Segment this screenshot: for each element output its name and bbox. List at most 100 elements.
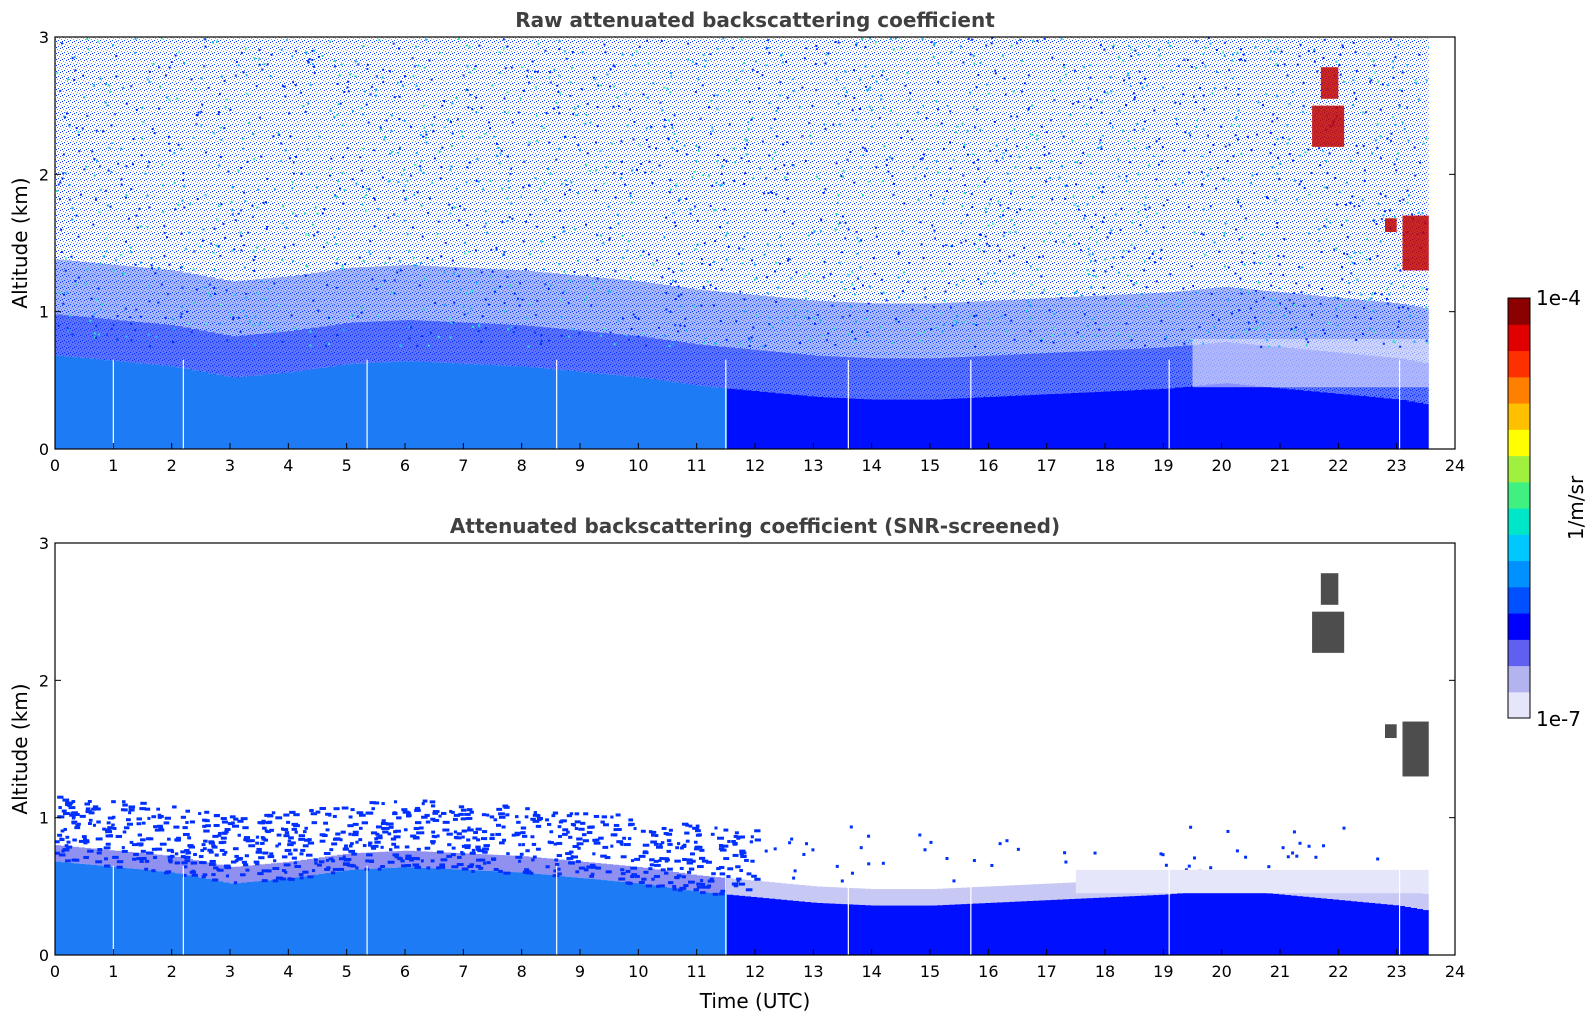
screened-aerosol-patch [85, 810, 92, 814]
screened-aerosol-patch [727, 839, 731, 843]
screened-edge-fringe [289, 861, 295, 878]
screened-aerosol-patch [182, 873, 187, 877]
raw-aerosol-transition [831, 301, 839, 398]
raw-noise-speckle [1239, 288, 1242, 291]
raw-noise-speckle [585, 114, 588, 117]
screened-aerosol-patch [754, 829, 761, 833]
raw-noise-speckle [746, 143, 749, 146]
raw-noise-speckle [1122, 59, 1125, 62]
screened-aerosol-patch [581, 833, 587, 837]
raw-noise-speckle [1367, 298, 1370, 301]
raw-aerosol-transition [1087, 296, 1095, 393]
screened-edge-fringe [433, 851, 439, 869]
raw-noise-speckle [1418, 98, 1421, 101]
raw-noise-speckle [1114, 213, 1117, 216]
raw-noise-speckle [1358, 252, 1361, 255]
raw-noise-speckle [1407, 307, 1410, 310]
raw-noise-speckle [577, 192, 580, 195]
raw-noise-speckle [1200, 183, 1203, 186]
raw-noise-speckle [428, 59, 431, 62]
raw-noise-speckle [995, 159, 998, 162]
raw-noise-speckle [1282, 273, 1285, 276]
screened-aerosol-patch [697, 865, 704, 869]
raw-noise-speckle [193, 301, 196, 304]
raw-noise-speckle [1091, 274, 1094, 277]
raw-noise-speckle [218, 204, 221, 207]
raw-aerosol-transition [943, 302, 951, 399]
screened-aerosol-patch [261, 869, 268, 873]
raw-noise-speckle [1349, 256, 1352, 259]
raw-aerosol-transition [1143, 293, 1151, 390]
raw-noise-speckle [1002, 214, 1005, 217]
screened-aerosol-patch [665, 832, 673, 836]
screened-boundary-layer [565, 876, 572, 955]
raw-noise-speckle [393, 96, 396, 99]
raw-aerosol-transition [935, 358, 943, 400]
raw-noise-speckle [1268, 255, 1271, 258]
screened-edge-fringe [817, 886, 823, 903]
raw-noise-speckle [367, 121, 370, 124]
screened-aerosol-patch [275, 876, 283, 880]
raw-aerosol-transition [919, 358, 927, 400]
raw-aerosol-transition [1231, 287, 1239, 384]
raw-noise-speckle [959, 45, 962, 48]
screened-aerosol-patch [394, 829, 401, 833]
raw-noise-speckle [163, 254, 166, 257]
raw-noise-speckle [967, 301, 970, 304]
raw-noise-speckle [1242, 53, 1245, 56]
raw-noise-speckle [759, 297, 762, 300]
raw-noise-speckle [1064, 184, 1067, 187]
raw-noise-speckle [544, 49, 547, 52]
screened-aerosol-patch [535, 847, 541, 851]
raw-noise-speckle [768, 323, 771, 326]
screened-boundary-layer [871, 905, 878, 955]
raw-noise-speckle [390, 291, 393, 294]
screened-boundary-layer [733, 895, 740, 955]
raw-noise-speckle [1008, 230, 1011, 233]
screened-aerosol-patch [586, 865, 591, 869]
raw-noise-speckle [1271, 166, 1274, 169]
raw-noise-speckle [1076, 205, 1079, 208]
raw-boundary-layer [679, 383, 688, 449]
screened-aerosol-patch [95, 860, 103, 864]
raw-noise-speckle [164, 74, 167, 77]
screened-edge-fringe [985, 886, 991, 903]
raw-noise-speckle [502, 253, 505, 256]
raw-noise-speckle [844, 70, 847, 73]
screened-boundary-layer [1099, 897, 1106, 955]
raw-noise-speckle [1195, 126, 1198, 129]
raw-noise-speckle [1060, 37, 1063, 40]
screened-boundary-layer [61, 862, 68, 955]
raw-noise-speckle [534, 331, 537, 334]
raw-noise-speckle [111, 44, 114, 47]
screened-aerosol-patch [659, 857, 663, 861]
screened-boundary-layer [469, 870, 476, 955]
raw-noise-speckle [907, 280, 910, 283]
raw-noise-speckle [168, 66, 171, 69]
raw-noise-speckle [1361, 199, 1364, 202]
raw-noise-speckle [59, 181, 62, 184]
screened-edge-fringe [955, 887, 961, 905]
screened-boundary-layer [211, 880, 218, 955]
raw-noise-speckle [120, 147, 123, 150]
raw-noise-speckle [61, 42, 64, 45]
raw-aerosol-transition [623, 280, 631, 377]
raw-noise-speckle [1222, 177, 1225, 180]
screened-boundary-layer [403, 867, 410, 955]
screened-aerosol-patch [505, 813, 510, 817]
raw-noise-speckle [765, 177, 768, 180]
screened-aerosol-patch [568, 835, 573, 839]
screened-aerosol-patch [721, 844, 729, 848]
raw-noise-speckle [280, 48, 283, 51]
raw-noise-speckle [335, 286, 338, 289]
raw-aerosol-transition [287, 331, 295, 373]
raw-boundary-layer [983, 397, 992, 449]
screened-edge-fringe [727, 878, 733, 895]
raw-noise-speckle [475, 111, 478, 114]
raw-noise-speckle [1414, 174, 1417, 177]
raw-noise-speckle [774, 270, 777, 273]
screened-aerosol-patch [735, 865, 741, 869]
raw-noise-speckle [1375, 222, 1378, 225]
screened-aerosol-patch [641, 877, 647, 881]
raw-noise-speckle [1151, 252, 1154, 255]
